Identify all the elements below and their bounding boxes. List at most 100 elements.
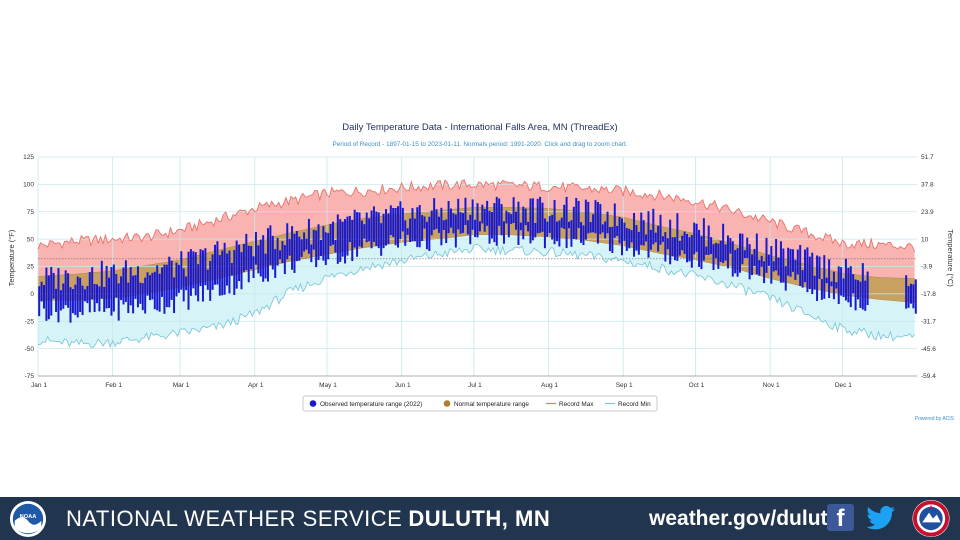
observed-day-bar (377, 212, 380, 249)
observed-day-bar (808, 256, 811, 290)
observed-day-bar (81, 285, 84, 316)
observed-day-bar (671, 237, 674, 257)
observed-day-bar (413, 218, 416, 242)
y-tick-label: -75 (25, 373, 35, 380)
observed-day-bar (794, 259, 797, 280)
observed-day-bar (912, 284, 915, 309)
temperature-chart[interactable]: Daily Temperature Data - International F… (0, 110, 960, 430)
observed-day-bar (47, 275, 50, 320)
observed-day-bar (548, 216, 551, 233)
observed-day-bar (555, 221, 558, 242)
observed-day-bar (382, 213, 385, 249)
observed-day-bar (88, 272, 91, 313)
observed-day-bar (693, 222, 696, 255)
observed-day-bar (866, 271, 869, 306)
observed-day-bar (445, 219, 448, 244)
nws-logo[interactable] (911, 499, 951, 538)
observed-day-bar (76, 276, 79, 318)
observed-day-bar (690, 235, 693, 268)
acis-credit[interactable]: Powered by ACIS (915, 416, 955, 422)
observed-day-bar (353, 209, 356, 248)
observed-day-bar (425, 221, 428, 250)
observed-day-bar (736, 248, 739, 277)
observed-day-bar (279, 250, 282, 260)
observed-day-bar (168, 256, 171, 308)
legend-observed-label[interactable]: Observed temperature range (2022) (320, 401, 422, 408)
legend-normal-marker (443, 400, 451, 407)
twitter-icon[interactable] (865, 503, 897, 533)
office-name: DULUTH, MN (408, 506, 551, 531)
x-tick-label: Aug 1 (541, 382, 558, 389)
observed-day-bar (852, 274, 855, 294)
observed-day-bar (558, 220, 561, 247)
observed-day-bar (96, 284, 98, 304)
observed-day-bar (214, 244, 216, 285)
observed-day-bar (478, 221, 481, 232)
noaa-logo[interactable]: NOAA (8, 500, 48, 538)
chart-svg[interactable]: Daily Temperature Data - International F… (0, 110, 960, 430)
observed-day-bar (346, 216, 349, 256)
observed-day-bar (481, 204, 484, 224)
observed-day-bar (45, 267, 48, 321)
observed-day-bar (43, 285, 46, 309)
x-tick-label: Jan 1 (31, 382, 47, 389)
observed-day-bar (252, 256, 255, 279)
legend[interactable]: Observed temperature range (2022) Normal… (302, 395, 658, 412)
observed-day-bar (327, 232, 330, 260)
website-link[interactable]: weather.gov/duluth (649, 507, 841, 530)
observed-day-bar (575, 197, 578, 240)
observed-day-bar (124, 260, 127, 302)
observed-day-bar (370, 210, 373, 249)
observed-day-bar (247, 245, 250, 283)
observed-day-bar (144, 277, 147, 314)
legend-record-max-label[interactable]: Record Max (559, 401, 594, 408)
observed-day-bar (608, 227, 611, 252)
legend-record-min-label[interactable]: Record Min (618, 401, 651, 408)
observed-day-bar (698, 229, 701, 267)
observed-day-bar (714, 242, 717, 259)
observed-day-bar (787, 247, 790, 276)
observed-day-bar (322, 226, 325, 261)
observed-day-bar (825, 277, 828, 284)
observed-day-bar (158, 273, 161, 312)
observed-day-bar (529, 198, 532, 244)
y-tick-label: 0 (30, 291, 34, 298)
legend-normal-label[interactable]: Normal temperature range (454, 401, 529, 408)
y2-tick-label: 37.8 (921, 182, 934, 189)
observed-day-bar (57, 268, 60, 323)
observed-day-bar (782, 248, 785, 283)
observed-day-bar (71, 289, 74, 314)
observed-day-bar (344, 219, 347, 264)
observed-day-bar (864, 280, 867, 311)
observed-day-bar (661, 236, 664, 242)
observed-day-bar (211, 254, 214, 290)
observed-day-bar (476, 203, 479, 238)
observed-day-bar (257, 245, 260, 274)
observed-day-bar (840, 267, 843, 296)
x-tick-label: May 1 (319, 382, 337, 389)
observed-day-bar (62, 283, 65, 309)
y-axis-label: Temperature (°F) (7, 229, 16, 286)
observed-day-bar (288, 238, 291, 256)
agency-name: NATIONAL WEATHER SERVICE (66, 506, 403, 531)
observed-day-bar (522, 206, 525, 240)
observed-day-bar (457, 198, 460, 230)
observed-day-bar (801, 270, 804, 288)
plot-area: -75 -50 -25 0 25 50 75 100 125 -59.4 -45.6 -31.7 -17… (23, 154, 936, 389)
observed-day-bar (534, 222, 537, 238)
observed-day-bar (531, 198, 534, 241)
observed-day-bar (666, 238, 669, 250)
y2-tick-label: -17.8 (921, 291, 936, 298)
observed-day-bar (83, 289, 86, 302)
facebook-icon[interactable]: f (827, 504, 854, 532)
observed-day-bar (274, 249, 277, 278)
observed-day-bar (775, 238, 778, 271)
observed-day-bar (310, 244, 313, 263)
y-tick-label: 100 (23, 182, 34, 189)
observed-day-bar (421, 215, 424, 241)
y-tick-label: 125 (23, 154, 34, 161)
observed-day-bar (823, 255, 826, 299)
record-min-line (37, 243, 915, 349)
observed-day-bar (254, 231, 257, 265)
legend-box (302, 395, 658, 412)
